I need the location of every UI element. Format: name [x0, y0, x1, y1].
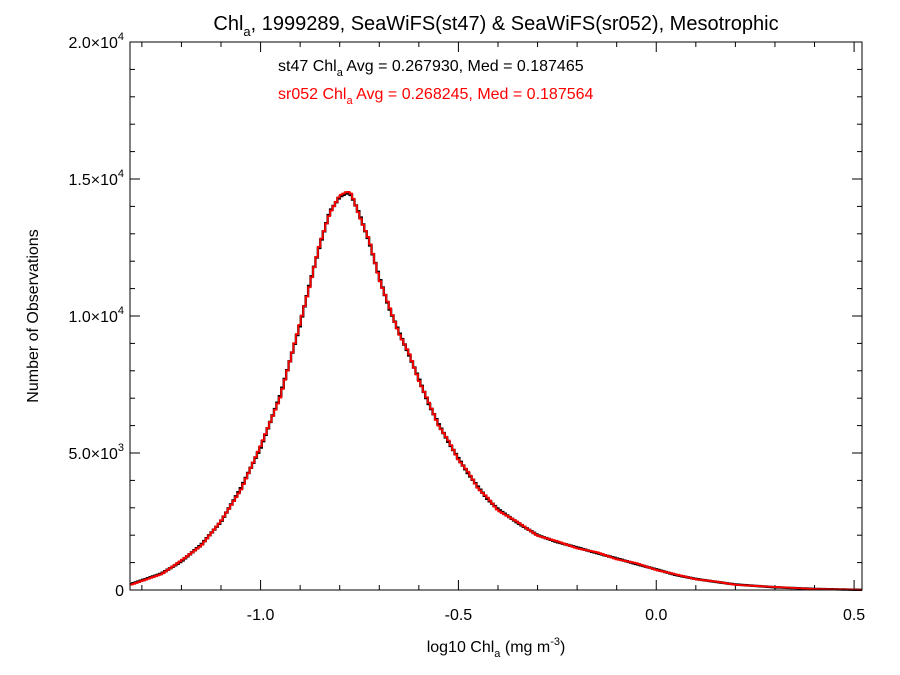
- annotation-sr052: sr052 Chla Avg = 0.268245, Med = 0.18756…: [278, 86, 594, 107]
- plot-frame: [129, 41, 863, 591]
- y-tick-label: 5.0×103: [68, 442, 124, 463]
- annotation-st47-sub: a: [337, 67, 344, 79]
- x-axis-ticks: -1.0 -0.5 0.0 0.5: [141, 42, 865, 624]
- annotation-sr052-sub: a: [346, 95, 353, 107]
- y-axis-ticks: 0 5.0×103 1.0×104 1.5×104 2.0×104: [68, 31, 862, 600]
- x-tick-label: 0.0: [645, 607, 667, 624]
- x-axis-label-pre: log10 Chl: [427, 639, 495, 656]
- y-axis-label: Number of Observations: [25, 229, 42, 402]
- x-axis-label: log10 Chla (mg m-3): [427, 636, 566, 660]
- x-tick-label: -0.5: [445, 607, 473, 624]
- x-tick-label: 0.5: [843, 607, 865, 624]
- series-layer: [130, 190, 862, 592]
- annotation-st47: st47 Chla Avg = 0.267930, Med = 0.187465: [278, 58, 584, 79]
- y-tick-label: 2.0×104: [68, 31, 124, 52]
- series-line-sr052: [130, 190, 862, 591]
- chart-title-post: , 1999289, SeaWiFS(st47) & SeaWiFS(sr052…: [251, 13, 779, 35]
- chart-title-pre: Chl: [213, 13, 243, 35]
- y-tick-label: 0: [115, 583, 124, 600]
- x-tick-label: -1.0: [247, 607, 275, 624]
- chart-title: Chla, 1999289, SeaWiFS(st47) & SeaWiFS(s…: [213, 13, 778, 39]
- x-axis-label-sub: a: [494, 648, 501, 660]
- annotation-sr052-pre: sr052 Chl: [278, 86, 346, 103]
- annotation-st47-post: Avg = 0.267930, Med = 0.187465: [343, 58, 584, 75]
- x-axis-label-post: ): [560, 639, 565, 656]
- y-tick-label: 1.0×104: [68, 305, 124, 326]
- annotation-st47-pre: st47 Chl: [278, 58, 337, 75]
- y-tick-label: 1.5×104: [68, 168, 124, 189]
- x-axis-label-sup: -3: [550, 636, 560, 648]
- x-axis-label-mid: (mg m: [500, 639, 550, 656]
- annotation-sr052-post: Avg = 0.268245, Med = 0.187564: [353, 86, 594, 103]
- chart-title-sub: a: [243, 24, 251, 39]
- series-line-st47: [130, 192, 862, 592]
